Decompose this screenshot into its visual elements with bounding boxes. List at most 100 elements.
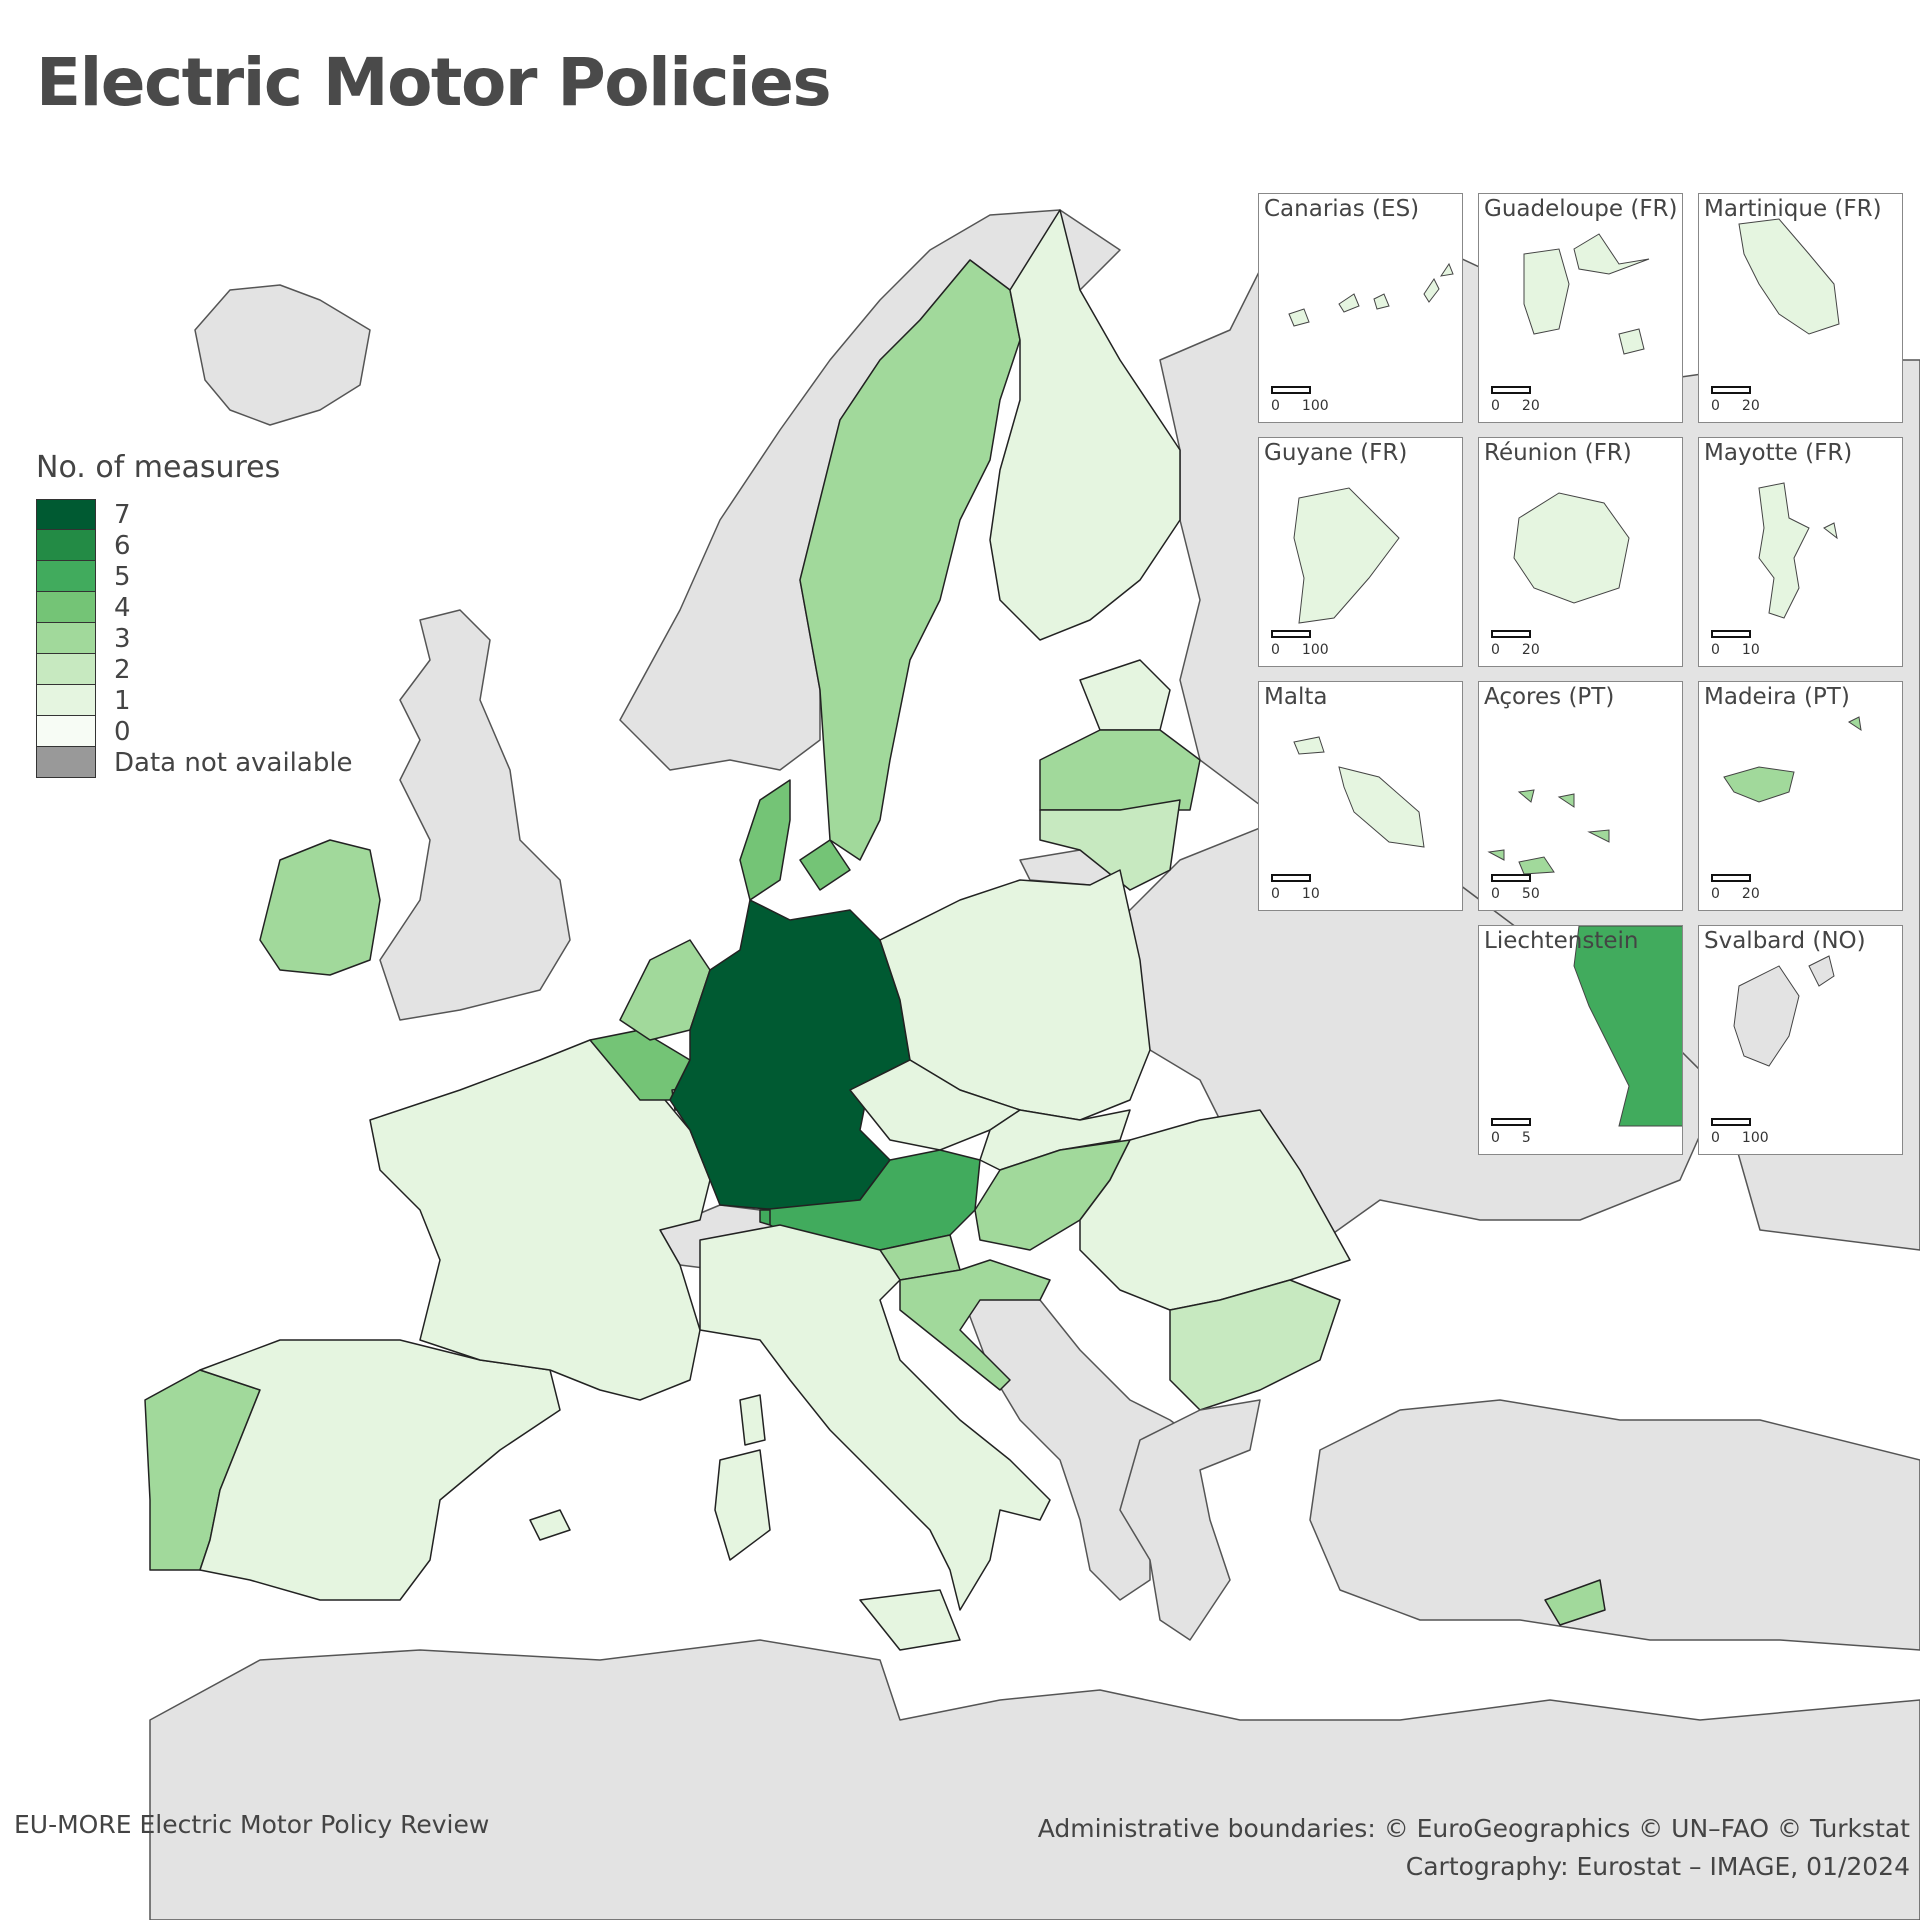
country-SE — [799, 259, 1021, 861]
country-FI — [989, 209, 1181, 641]
scale-labels: 0 100 — [1271, 642, 1329, 658]
scale-label: 5 — [1521, 1130, 1531, 1146]
inset-title: Guadeloupe (FR) — [1484, 196, 1678, 222]
inset-land — [1733, 955, 1835, 1067]
scale-label: 0 — [1711, 398, 1720, 414]
inset-title: Réunion (FR) — [1484, 440, 1632, 466]
scale-bar: 0 20 — [1711, 874, 1760, 902]
scale-labels: 0 20 — [1491, 398, 1540, 414]
legend-swatch — [36, 592, 96, 623]
scale-label: 0 — [1491, 886, 1500, 902]
scale-labels: 0 10 — [1711, 642, 1760, 658]
country-DK-islands — [799, 839, 851, 891]
legend-label: 4 — [114, 592, 131, 623]
credits: Administrative boundaries: © EuroGeograp… — [1038, 1810, 1910, 1886]
legend-item: 4 — [36, 592, 353, 623]
scale-bar-graphic — [1711, 1118, 1751, 1126]
scale-bar: 0 100 — [1711, 1118, 1769, 1146]
country-EE — [1079, 659, 1171, 731]
legend-label: 7 — [114, 499, 131, 530]
scale-bar-graphic — [1491, 630, 1531, 638]
scale-label: 20 — [1521, 398, 1540, 414]
legend-label: 0 — [114, 716, 131, 747]
country-TR — [1309, 1399, 1920, 1651]
scale-bar: 0 100 — [1271, 630, 1329, 658]
legend-item: 6 — [36, 530, 353, 561]
country-IT — [699, 1224, 1051, 1611]
inset-title: Guyane (FR) — [1264, 440, 1408, 466]
country-IS — [194, 284, 371, 426]
country-LT — [1039, 799, 1181, 891]
inset-map: Svalbard (NO) 0 100 — [1698, 925, 1903, 1155]
scale-bar-graphic — [1711, 630, 1751, 638]
legend-item: 0 — [36, 716, 353, 747]
scale-bar: 0 20 — [1711, 386, 1760, 414]
inset-title: Svalbard (NO) — [1704, 928, 1866, 954]
country-SK — [979, 1109, 1131, 1171]
country-BG — [1169, 1279, 1341, 1411]
scale-label: 100 — [1741, 1130, 1769, 1146]
country-IT-sicily — [859, 1589, 961, 1651]
country-ES — [199, 1339, 561, 1601]
scale-label: 0 — [1491, 398, 1500, 414]
scale-bar: 0 20 — [1491, 630, 1540, 658]
inset-land — [1293, 487, 1400, 624]
inset-land — [1758, 482, 1838, 619]
legend-item: 5 — [36, 561, 353, 592]
scale-bar: 0 10 — [1271, 874, 1320, 902]
legend-swatch — [36, 530, 96, 561]
scale-label: 0 — [1271, 642, 1280, 658]
legend-swatch — [36, 747, 96, 778]
scale-bar-graphic — [1491, 1118, 1531, 1126]
legend-label: 3 — [114, 623, 131, 654]
legend-item: 2 — [36, 654, 353, 685]
legend-label: 1 — [114, 685, 131, 716]
inset-map: Guadeloupe (FR) 0 20 — [1478, 193, 1683, 423]
country-IT-sardinia — [714, 1449, 771, 1561]
scale-bar-graphic — [1491, 874, 1531, 882]
scale-labels: 0 20 — [1711, 886, 1760, 902]
inset-map: Liechtenstein 0 5 — [1478, 925, 1683, 1155]
scale-label: 100 — [1301, 642, 1329, 658]
scale-bar: 0 50 — [1491, 874, 1540, 902]
country-GR — [1119, 1399, 1261, 1641]
scale-label: 20 — [1741, 398, 1760, 414]
legend-item: 7 — [36, 499, 353, 530]
legend-swatch — [36, 685, 96, 716]
inset-map: Açores (PT) 0 50 — [1478, 681, 1683, 911]
scale-labels: 0 100 — [1711, 1130, 1769, 1146]
scale-bar: 0 10 — [1711, 630, 1760, 658]
legend-label: Data not available — [114, 747, 353, 778]
scale-label: 20 — [1521, 642, 1540, 658]
country-HR — [899, 1259, 1051, 1391]
inset-land — [1738, 218, 1840, 335]
country-LI — [759, 1209, 771, 1226]
legend-swatch — [36, 623, 96, 654]
scale-labels: 0 20 — [1711, 398, 1760, 414]
country-DK — [739, 779, 791, 901]
inset-title: Malta — [1264, 684, 1328, 710]
legend: No. of measures 7 6 5 4 3 2 1 0 Data not availab… — [36, 450, 353, 778]
scale-bar: 0 20 — [1491, 386, 1540, 414]
country-GB — [379, 609, 571, 1021]
inset-land — [1723, 716, 1862, 803]
inset-title: Mayotte (FR) — [1704, 440, 1853, 466]
inset-land — [1573, 926, 1682, 1127]
country-LV — [1039, 729, 1201, 811]
inset-title: Madeira (PT) — [1704, 684, 1850, 710]
source-note: EU-MORE Electric Motor Policy Review — [14, 1810, 490, 1839]
scale-label: 20 — [1741, 886, 1760, 902]
inset-land — [1293, 736, 1425, 848]
scale-bar-graphic — [1271, 630, 1311, 638]
scale-label: 0 — [1711, 1130, 1720, 1146]
inset-map: Guyane (FR) 0 100 — [1258, 437, 1463, 667]
legend-item: 3 — [36, 623, 353, 654]
inset-land — [1487, 789, 1610, 875]
scale-label: 0 — [1491, 1130, 1500, 1146]
legend-swatch — [36, 499, 96, 530]
scale-labels: 0 10 — [1271, 886, 1320, 902]
scale-bar: 0 100 — [1271, 386, 1329, 414]
inset-map: Madeira (PT) 0 20 — [1698, 681, 1903, 911]
inset-land — [1288, 262, 1454, 327]
